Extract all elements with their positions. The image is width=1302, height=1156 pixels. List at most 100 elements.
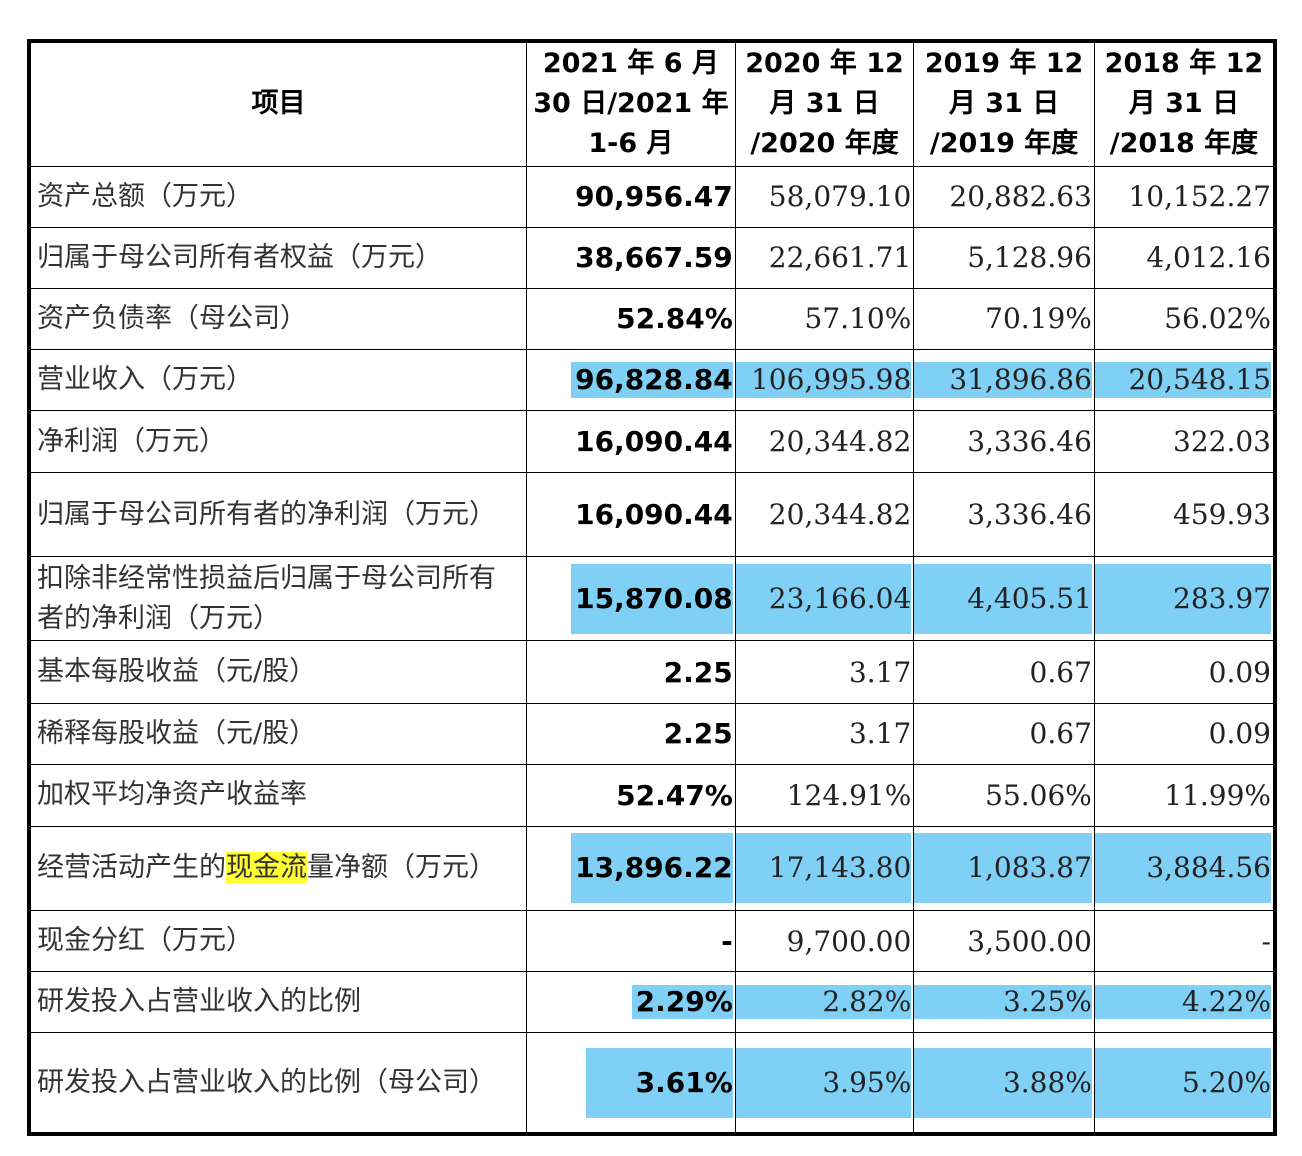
cell-2018: - [1093,910,1276,973]
table-row: 经营活动产生的现金流量净额（万元） 13,896.22 17,143.80 1,… [28,825,1276,912]
row-label: 净利润（万元） [28,409,528,474]
row-label: 归属于母公司所有者的净利润（万元） [28,472,528,558]
row-label: 研发投入占营业收入的比例 [28,971,528,1034]
header-col-2019-line1: 2019 年 12 [924,48,1084,80]
cell-2020: 17,143.80 [734,825,915,912]
cell-2020: 3.17 [734,640,915,704]
header-col-2018-line1: 2018 年 12 [1104,48,1264,80]
cell-2020: 3.17 [734,702,915,765]
row-label: 归属于母公司所有者权益（万元） [28,226,528,289]
cell-2019: 0.67 [913,640,1095,704]
table-row: 资产总额（万元） 90,956.47 58,079.10 20,882.63 1… [28,165,1276,228]
cell-2018: 5.20% [1093,1032,1276,1135]
highlight-mark: 96,828.84 [571,361,733,398]
cell-2020: 23,166.04 [734,556,915,642]
table-row: 归属于母公司所有者权益（万元） 38,667.59 22,661.71 5,12… [28,226,1276,289]
cell-2019: 4,405.51 [913,556,1095,642]
cell-2018: 0.09 [1093,640,1276,704]
table-row: 资产负债率（母公司） 52.84% 57.10% 70.19% 56.02% [28,287,1276,350]
row-label: 现金分红（万元） [28,910,528,973]
cell-2018: 0.09 [1093,702,1276,765]
cell-2021h1: 16,090.44 [526,409,736,474]
table-row: 研发投入占营业收入的比例（母公司） 3.61% 3.95% 3.88% 5.20… [28,1032,1276,1135]
table-row: 基本每股收益（元/股） 2.25 3.17 0.67 0.09 [28,640,1276,704]
cell-2020: 124.91% [734,763,915,827]
header-col-2018: 2018 年 12 月 31 日 /2018 年度 [1093,40,1276,167]
financial-summary-table: 项目 2021 年 6 月 30 日/2021 年 1-6 月 2020 年 1… [27,39,1277,1136]
cell-2019: 3.88% [913,1032,1095,1135]
row-label-highlight: 现金流 [226,852,307,884]
header-row: 项目 2021 年 6 月 30 日/2021 年 1-6 月 2020 年 1… [28,40,1276,167]
cell-2018: 322.03 [1093,409,1276,474]
row-label: 扣除非经常性损益后归属于母公司所有者的净利润（万元） [28,556,528,642]
table-row: 营业收入（万元） 96,828.84 106,995.98 31,896.86 … [28,348,1276,412]
cell-2018: 20,548.15 [1093,348,1276,412]
cell-2021h1: 13,896.22 [526,825,736,912]
row-label: 经营活动产生的现金流量净额（万元） [28,825,528,912]
cell-2020: 3.95% [734,1032,915,1135]
cell-2021h1: 15,870.08 [526,556,736,642]
cell-2021h1: 38,667.59 [526,226,736,289]
table-row: 现金分红（万元） - 9,700.00 3,500.00 - [28,910,1276,973]
cell-2021h1: 52.84% [526,287,736,350]
row-label: 营业收入（万元） [28,348,528,412]
header-col-2019: 2019 年 12 月 31 日 /2019 年度 [913,40,1095,167]
highlight-mark: 3.88% [914,1047,1092,1118]
highlight-mark: 3.61% [585,1047,733,1118]
highlight-mark: 31,896.86 [914,361,1092,398]
table-row: 研发投入占营业收入的比例 2.29% 2.82% 3.25% 4.22% [28,971,1276,1034]
cell-2018: 459.93 [1093,472,1276,558]
row-label: 加权平均净资产收益率 [28,763,528,827]
cell-2019: 70.19% [913,287,1095,350]
cell-2020: 106,995.98 [734,348,915,412]
highlight-mark: 5.20% [1095,1047,1271,1118]
cell-2021h1: 3.61% [526,1032,736,1135]
cell-2018: 4,012.16 [1093,226,1276,289]
cell-2021h1: 2.25 [526,640,736,704]
row-label-pre: 经营活动产生的 [37,852,226,884]
header-col-2021h1-line3: 1-6 月 [588,128,674,160]
cell-2021h1: 2.25 [526,702,736,765]
cell-2020: 20,344.82 [734,409,915,474]
header-col-2018-line3: /2018 年度 [1109,128,1259,160]
highlight-mark: 4,405.51 [914,563,1092,634]
table-row: 归属于母公司所有者的净利润（万元） 16,090.44 20,344.82 3,… [28,472,1276,558]
table-row: 扣除非经常性损益后归属于母公司所有者的净利润（万元） 15,870.08 23,… [28,556,1276,642]
header-col-2018-line2: 月 31 日 [1128,88,1240,120]
cell-2021h1: 16,090.44 [526,472,736,558]
cell-2021h1: - [526,910,736,973]
cell-2019: 0.67 [913,702,1095,765]
cell-2018: 283.97 [1093,556,1276,642]
highlight-mark: 3.25% [914,985,1092,1020]
header-col-2021h1-line2: 30 日/2021 年 [533,88,729,120]
row-label: 资产负债率（母公司） [28,287,528,350]
cell-2019: 31,896.86 [913,348,1095,412]
cell-2018: 4.22% [1093,971,1276,1034]
cell-2019: 1,083.87 [913,825,1095,912]
cell-2018: 11.99% [1093,763,1276,827]
header-col-2020-line2: 月 31 日 [769,88,880,120]
table-row: 净利润（万元） 16,090.44 20,344.82 3,336.46 322… [28,409,1276,474]
cell-2019: 55.06% [913,763,1095,827]
highlight-mark: 23,166.04 [736,563,912,634]
cell-2021h1: 52.47% [526,763,736,827]
highlight-mark: 4.22% [1095,985,1271,1020]
highlight-mark: 283.97 [1095,563,1271,634]
row-label-post: 量净额（万元） [307,852,496,884]
cell-2019: 3,336.46 [913,409,1095,474]
header-col-2019-line3: /2019 年度 [929,128,1079,160]
highlight-mark: 2.29% [631,985,733,1020]
header-col-2019-line2: 月 31 日 [948,88,1060,120]
cell-2021h1: 2.29% [526,971,736,1034]
cell-2021h1: 96,828.84 [526,348,736,412]
highlight-mark: 15,870.08 [571,563,733,634]
highlight-mark: 20,548.15 [1095,361,1271,398]
cell-2020: 2.82% [734,971,915,1034]
cell-2020: 58,079.10 [734,165,915,228]
cell-2021h1: 90,956.47 [526,165,736,228]
header-col-2021h1: 2021 年 6 月 30 日/2021 年 1-6 月 [526,40,736,167]
header-col-2020-line1: 2020 年 12 [745,48,904,80]
table-row: 稀释每股收益（元/股） 2.25 3.17 0.67 0.09 [28,702,1276,765]
header-col-2021h1-line1: 2021 年 6 月 [542,48,719,80]
cell-2019: 3,500.00 [913,910,1095,973]
